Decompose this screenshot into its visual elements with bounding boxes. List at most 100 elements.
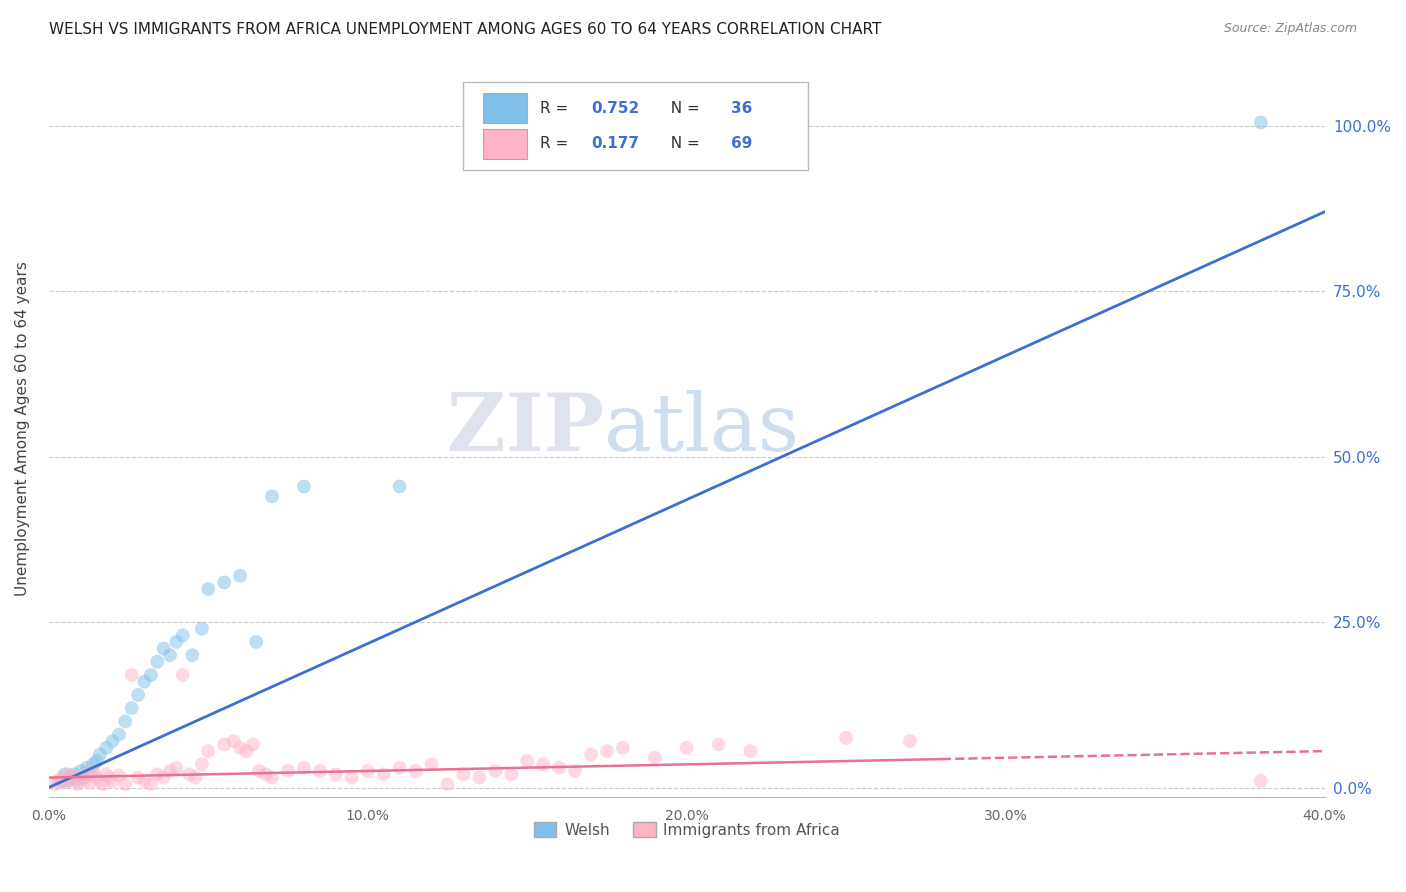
Point: [564, 764, 586, 778]
Point: [53, 767, 76, 781]
Point: [66, 773, 89, 788]
Point: [242, 738, 264, 752]
Point: [260, 489, 283, 503]
Point: [127, 688, 149, 702]
Point: [373, 767, 395, 781]
Point: [596, 744, 619, 758]
Point: [229, 568, 252, 582]
Point: [184, 771, 207, 785]
Point: [388, 761, 411, 775]
Point: [245, 635, 267, 649]
Point: [1250, 773, 1272, 788]
Point: [177, 767, 200, 781]
Text: R =: R =: [540, 101, 574, 116]
Point: [740, 744, 762, 758]
Text: N =: N =: [661, 136, 704, 152]
Point: [114, 777, 136, 791]
Point: [1250, 115, 1272, 129]
Point: [114, 714, 136, 729]
Point: [60, 772, 83, 787]
Bar: [482, 94, 527, 123]
Point: [56, 767, 79, 781]
Point: [127, 771, 149, 785]
Point: [484, 764, 506, 778]
Point: [516, 754, 538, 768]
Point: [152, 641, 174, 656]
Point: [82, 757, 104, 772]
Point: [212, 738, 235, 752]
Point: [69, 764, 91, 778]
Point: [76, 767, 98, 781]
Point: [548, 761, 571, 775]
Point: [146, 767, 169, 781]
Point: [46, 773, 69, 788]
Point: [134, 773, 156, 788]
Point: [139, 777, 162, 791]
Point: [436, 777, 458, 791]
Text: 69: 69: [731, 136, 752, 152]
Text: N =: N =: [661, 101, 704, 116]
Point: [79, 767, 101, 781]
Point: [405, 764, 427, 778]
Point: [86, 754, 108, 768]
Text: R =: R =: [540, 136, 574, 152]
Point: [197, 744, 219, 758]
Text: 0.177: 0.177: [591, 136, 638, 152]
Point: [139, 668, 162, 682]
Point: [86, 771, 108, 785]
Y-axis label: Unemployment Among Ages 60 to 64 years: Unemployment Among Ages 60 to 64 years: [15, 261, 30, 596]
Point: [146, 655, 169, 669]
Point: [108, 769, 131, 783]
Point: [63, 767, 86, 781]
Point: [63, 769, 86, 783]
Point: [165, 761, 187, 775]
Point: [98, 771, 121, 785]
Point: [740, 138, 762, 153]
Point: [212, 575, 235, 590]
Bar: [482, 129, 527, 159]
Text: atlas: atlas: [603, 390, 799, 467]
Point: [172, 668, 194, 682]
Point: [69, 771, 91, 785]
Point: [644, 750, 666, 764]
Text: 0.752: 0.752: [591, 101, 640, 116]
Text: Source: ZipAtlas.com: Source: ZipAtlas.com: [1223, 22, 1357, 36]
Text: 36: 36: [731, 101, 752, 116]
Point: [181, 648, 204, 662]
Point: [121, 701, 143, 715]
Point: [197, 582, 219, 596]
Point: [531, 757, 554, 772]
Point: [191, 757, 214, 772]
Point: [222, 734, 245, 748]
Point: [91, 777, 114, 791]
Point: [501, 767, 523, 781]
Point: [165, 635, 187, 649]
Point: [121, 668, 143, 682]
Point: [357, 764, 380, 778]
Point: [51, 771, 73, 785]
Point: [82, 764, 104, 778]
Point: [73, 773, 96, 788]
Point: [60, 771, 83, 785]
Point: [420, 757, 443, 772]
Point: [101, 773, 124, 788]
Legend: Welsh, Immigrants from Africa: Welsh, Immigrants from Africa: [526, 814, 848, 845]
Point: [247, 764, 270, 778]
FancyBboxPatch shape: [464, 82, 808, 170]
Point: [235, 744, 257, 758]
Point: [292, 479, 315, 493]
Text: WELSH VS IMMIGRANTS FROM AFRICA UNEMPLOYMENT AMONG AGES 60 TO 64 YEARS CORRELATI: WELSH VS IMMIGRANTS FROM AFRICA UNEMPLOY…: [49, 22, 882, 37]
Point: [108, 728, 131, 742]
Point: [277, 764, 299, 778]
Point: [254, 767, 277, 781]
Point: [579, 747, 602, 762]
Point: [56, 773, 79, 788]
Point: [707, 738, 730, 752]
Point: [309, 764, 332, 778]
Point: [325, 767, 347, 781]
Point: [152, 771, 174, 785]
Point: [612, 740, 634, 755]
Point: [79, 775, 101, 789]
Point: [898, 734, 921, 748]
Point: [96, 740, 118, 755]
